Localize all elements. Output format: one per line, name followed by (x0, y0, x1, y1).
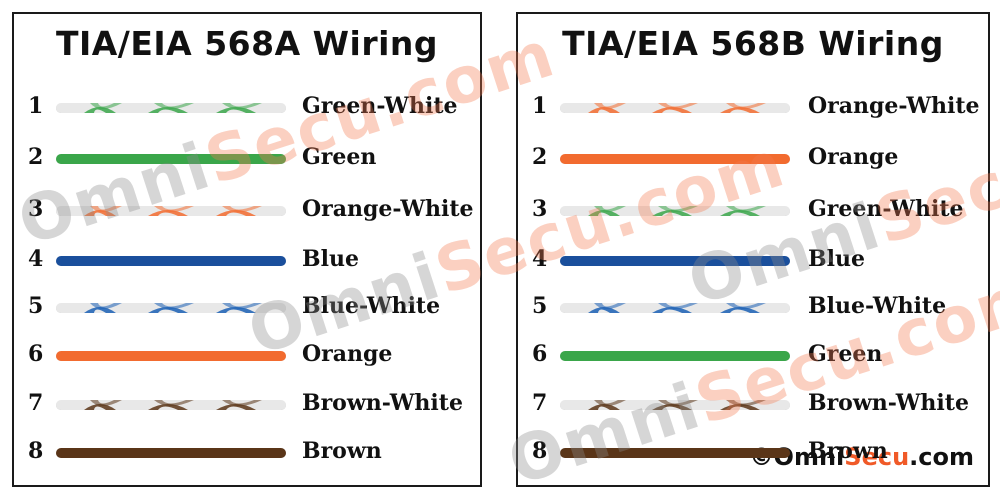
wire-label: Brown (808, 438, 888, 464)
wire-row: 8 Brown (14, 435, 480, 471)
pin-number: 4 (532, 246, 548, 272)
pin-number: 1 (532, 93, 548, 119)
pin-number: 4 (28, 246, 44, 272)
wire-label: Blue-White (808, 293, 947, 319)
panel-title: TIA/EIA 568B Wiring (562, 24, 944, 63)
wire-label: Orange-White (808, 93, 980, 119)
pin-number: 8 (532, 438, 548, 464)
solid-wire (56, 351, 286, 361)
wire-label: Orange (302, 341, 393, 367)
panel-568a: TIA/EIA 568A Wiring 1 Green-White 2 Green 3 O… (12, 12, 482, 487)
copyright-secu: Secu (844, 443, 910, 471)
wire-label: Green (808, 341, 883, 367)
wire-label: Brown-White (808, 390, 969, 416)
solid-wire (560, 256, 790, 266)
striped-wire (560, 206, 790, 216)
pin-number: 7 (532, 390, 548, 416)
wire-row: 8 Brown (518, 435, 988, 471)
wire-label: Green-White (808, 196, 964, 222)
wire-label: Brown-White (302, 390, 463, 416)
solid-wire (56, 154, 286, 164)
wire-row: 5 Blue-White (14, 290, 480, 326)
pin-number: 2 (532, 144, 548, 170)
solid-wire (560, 154, 790, 164)
wire-label: Green-White (302, 93, 458, 119)
striped-wire (56, 103, 286, 113)
wire-row: 5 Blue-White (518, 290, 988, 326)
wire-label: Blue (302, 246, 359, 272)
wire-label: Orange (808, 144, 899, 170)
wire-row: 4 Blue (518, 243, 988, 279)
pin-number: 6 (28, 341, 44, 367)
pin-number: 5 (532, 293, 548, 319)
wire-row: 3 Green-White (518, 193, 988, 229)
copyright-logo: ©OmniSecu.com (750, 443, 974, 471)
wire-label: Brown (302, 438, 382, 464)
wire-row: 6 Orange (14, 338, 480, 374)
wire-label: Green (302, 144, 377, 170)
pin-number: 6 (532, 341, 548, 367)
wire-row: 7 Brown-White (14, 387, 480, 423)
pin-number: 5 (28, 293, 44, 319)
striped-wire (560, 303, 790, 313)
pin-number: 2 (28, 144, 44, 170)
wire-label: Orange-White (302, 196, 474, 222)
wire-row: 2 Orange (518, 141, 988, 177)
striped-wire (560, 103, 790, 113)
pin-number: 8 (28, 438, 44, 464)
panel-title: TIA/EIA 568A Wiring (55, 24, 439, 63)
copyright-dotcom: .com (909, 443, 974, 471)
solid-wire (56, 256, 286, 266)
pin-number: 1 (28, 93, 44, 119)
panel-568b: TIA/EIA 568B Wiring ©OmniSecu.com 1 Orang… (516, 12, 990, 487)
wire-row: 6 Green (518, 338, 988, 374)
wire-row: 3 Orange-White (14, 193, 480, 229)
wire-row: 7 Brown-White (518, 387, 988, 423)
wire-row: 1 Green-White (14, 90, 480, 126)
striped-wire (56, 206, 286, 216)
solid-wire (56, 448, 286, 458)
wire-label: Blue (808, 246, 865, 272)
pin-number: 3 (532, 196, 548, 222)
striped-wire (56, 400, 286, 410)
solid-wire (560, 351, 790, 361)
wire-row: 1 Orange-White (518, 90, 988, 126)
pin-number: 7 (28, 390, 44, 416)
solid-wire (560, 448, 790, 458)
wire-label: Blue-White (302, 293, 441, 319)
wire-row: 4 Blue (14, 243, 480, 279)
wire-row: 2 Green (14, 141, 480, 177)
striped-wire (560, 400, 790, 410)
pin-number: 3 (28, 196, 44, 222)
striped-wire (56, 303, 286, 313)
